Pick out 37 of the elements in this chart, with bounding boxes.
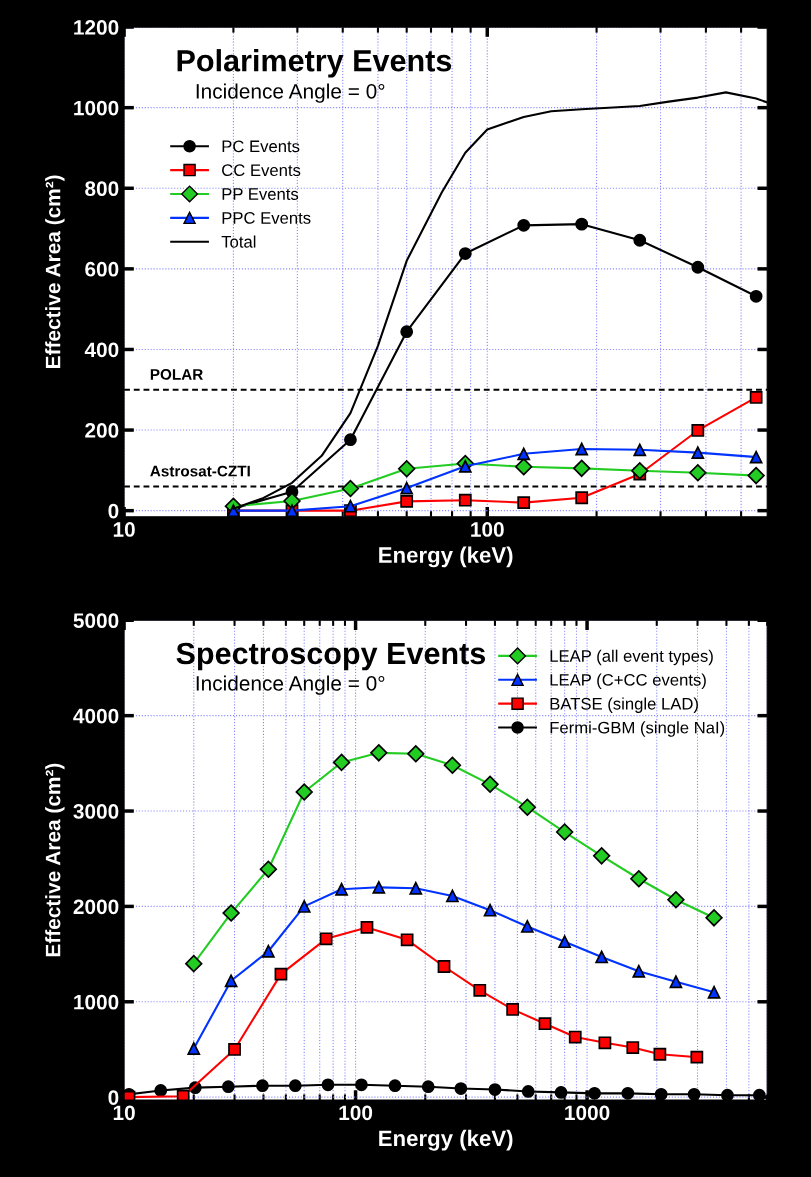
x-tick-label: 1000 [565, 1105, 610, 1121]
text: Spectroscopy Events [176, 642, 486, 671]
text: Incidence Angle = 0° [196, 675, 385, 695]
text: Incidence Angle = 0° [196, 83, 385, 103]
legend-label: BATSE (single LAD) [550, 697, 698, 713]
legend-label: Fermi-GBM (single NaI) [550, 721, 725, 737]
x-tick-label: 10 [113, 522, 135, 537]
ref-line-label: Astrosat-CZTI [150, 465, 250, 477]
y-tick-label: 0 [108, 503, 119, 519]
y-tick-label: 800 [85, 181, 119, 197]
x-axis-title: Energy (keV) [379, 1129, 513, 1151]
y-tick-label: 1000 [74, 100, 119, 116]
x-tick-label: 100 [339, 1105, 373, 1121]
y-tick-label: 4000 [73, 708, 119, 724]
x-tick-label: 100 [471, 522, 504, 537]
y-axis-title: Effective Area (cm²) [45, 763, 65, 957]
y-axis-title: Effective Area (cm²) [45, 175, 65, 368]
ref-line-label: POLAR [150, 368, 203, 380]
legend-label: PC Events [222, 140, 300, 153]
legend-label: Total [221, 235, 256, 248]
legend-label: PPC Events [222, 212, 311, 224]
text: Polarimetry Events [177, 49, 452, 78]
legend-label: LEAP (all event types) [550, 649, 713, 666]
x-tick-label: 10 [113, 1105, 135, 1121]
y-tick-label: 600 [85, 261, 119, 277]
y-tick-label: 400 [84, 342, 119, 358]
y-tick-label: 1200 [74, 20, 119, 35]
y-tick-label: 2000 [73, 899, 119, 915]
legend-label: PP Events [222, 188, 299, 200]
y-tick-label: 0 [108, 1090, 119, 1105]
legend-label: CC Events [222, 164, 301, 177]
x-axis-title: Energy (keV) [379, 546, 513, 568]
y-tick-label: 200 [85, 423, 119, 438]
y-tick-label: 3000 [73, 804, 119, 819]
y-tick-label: 1000 [74, 994, 119, 1010]
legend-label: LEAP (C+CC events) [550, 673, 706, 690]
y-tick-label: 5000 [73, 613, 119, 629]
